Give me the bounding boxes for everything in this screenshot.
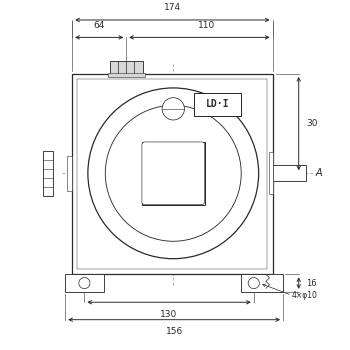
Text: 130: 130 (160, 310, 178, 319)
Circle shape (162, 98, 184, 120)
Bar (43, 150, 53, 196)
Circle shape (105, 105, 241, 241)
Text: 156: 156 (166, 327, 183, 336)
Bar (241, 274, 283, 292)
Text: 30: 30 (306, 119, 318, 128)
Bar (194, 93, 241, 116)
Bar (142, 142, 205, 205)
Circle shape (79, 278, 90, 289)
Text: 16: 16 (306, 279, 317, 288)
Circle shape (88, 88, 259, 259)
Bar (67, 156, 72, 191)
Bar (65, 274, 104, 292)
Bar (72, 74, 273, 274)
FancyBboxPatch shape (142, 142, 205, 205)
Text: 4×φ10: 4×φ10 (292, 291, 317, 300)
Bar (108, 73, 145, 77)
Circle shape (248, 278, 259, 289)
Bar (273, 166, 306, 181)
Bar (269, 152, 273, 194)
Text: 110: 110 (198, 21, 215, 30)
Bar (110, 61, 143, 74)
Text: 64: 64 (93, 21, 105, 30)
Text: LD·I: LD·I (206, 99, 230, 110)
Text: A: A (315, 168, 322, 178)
Text: 174: 174 (164, 3, 181, 12)
